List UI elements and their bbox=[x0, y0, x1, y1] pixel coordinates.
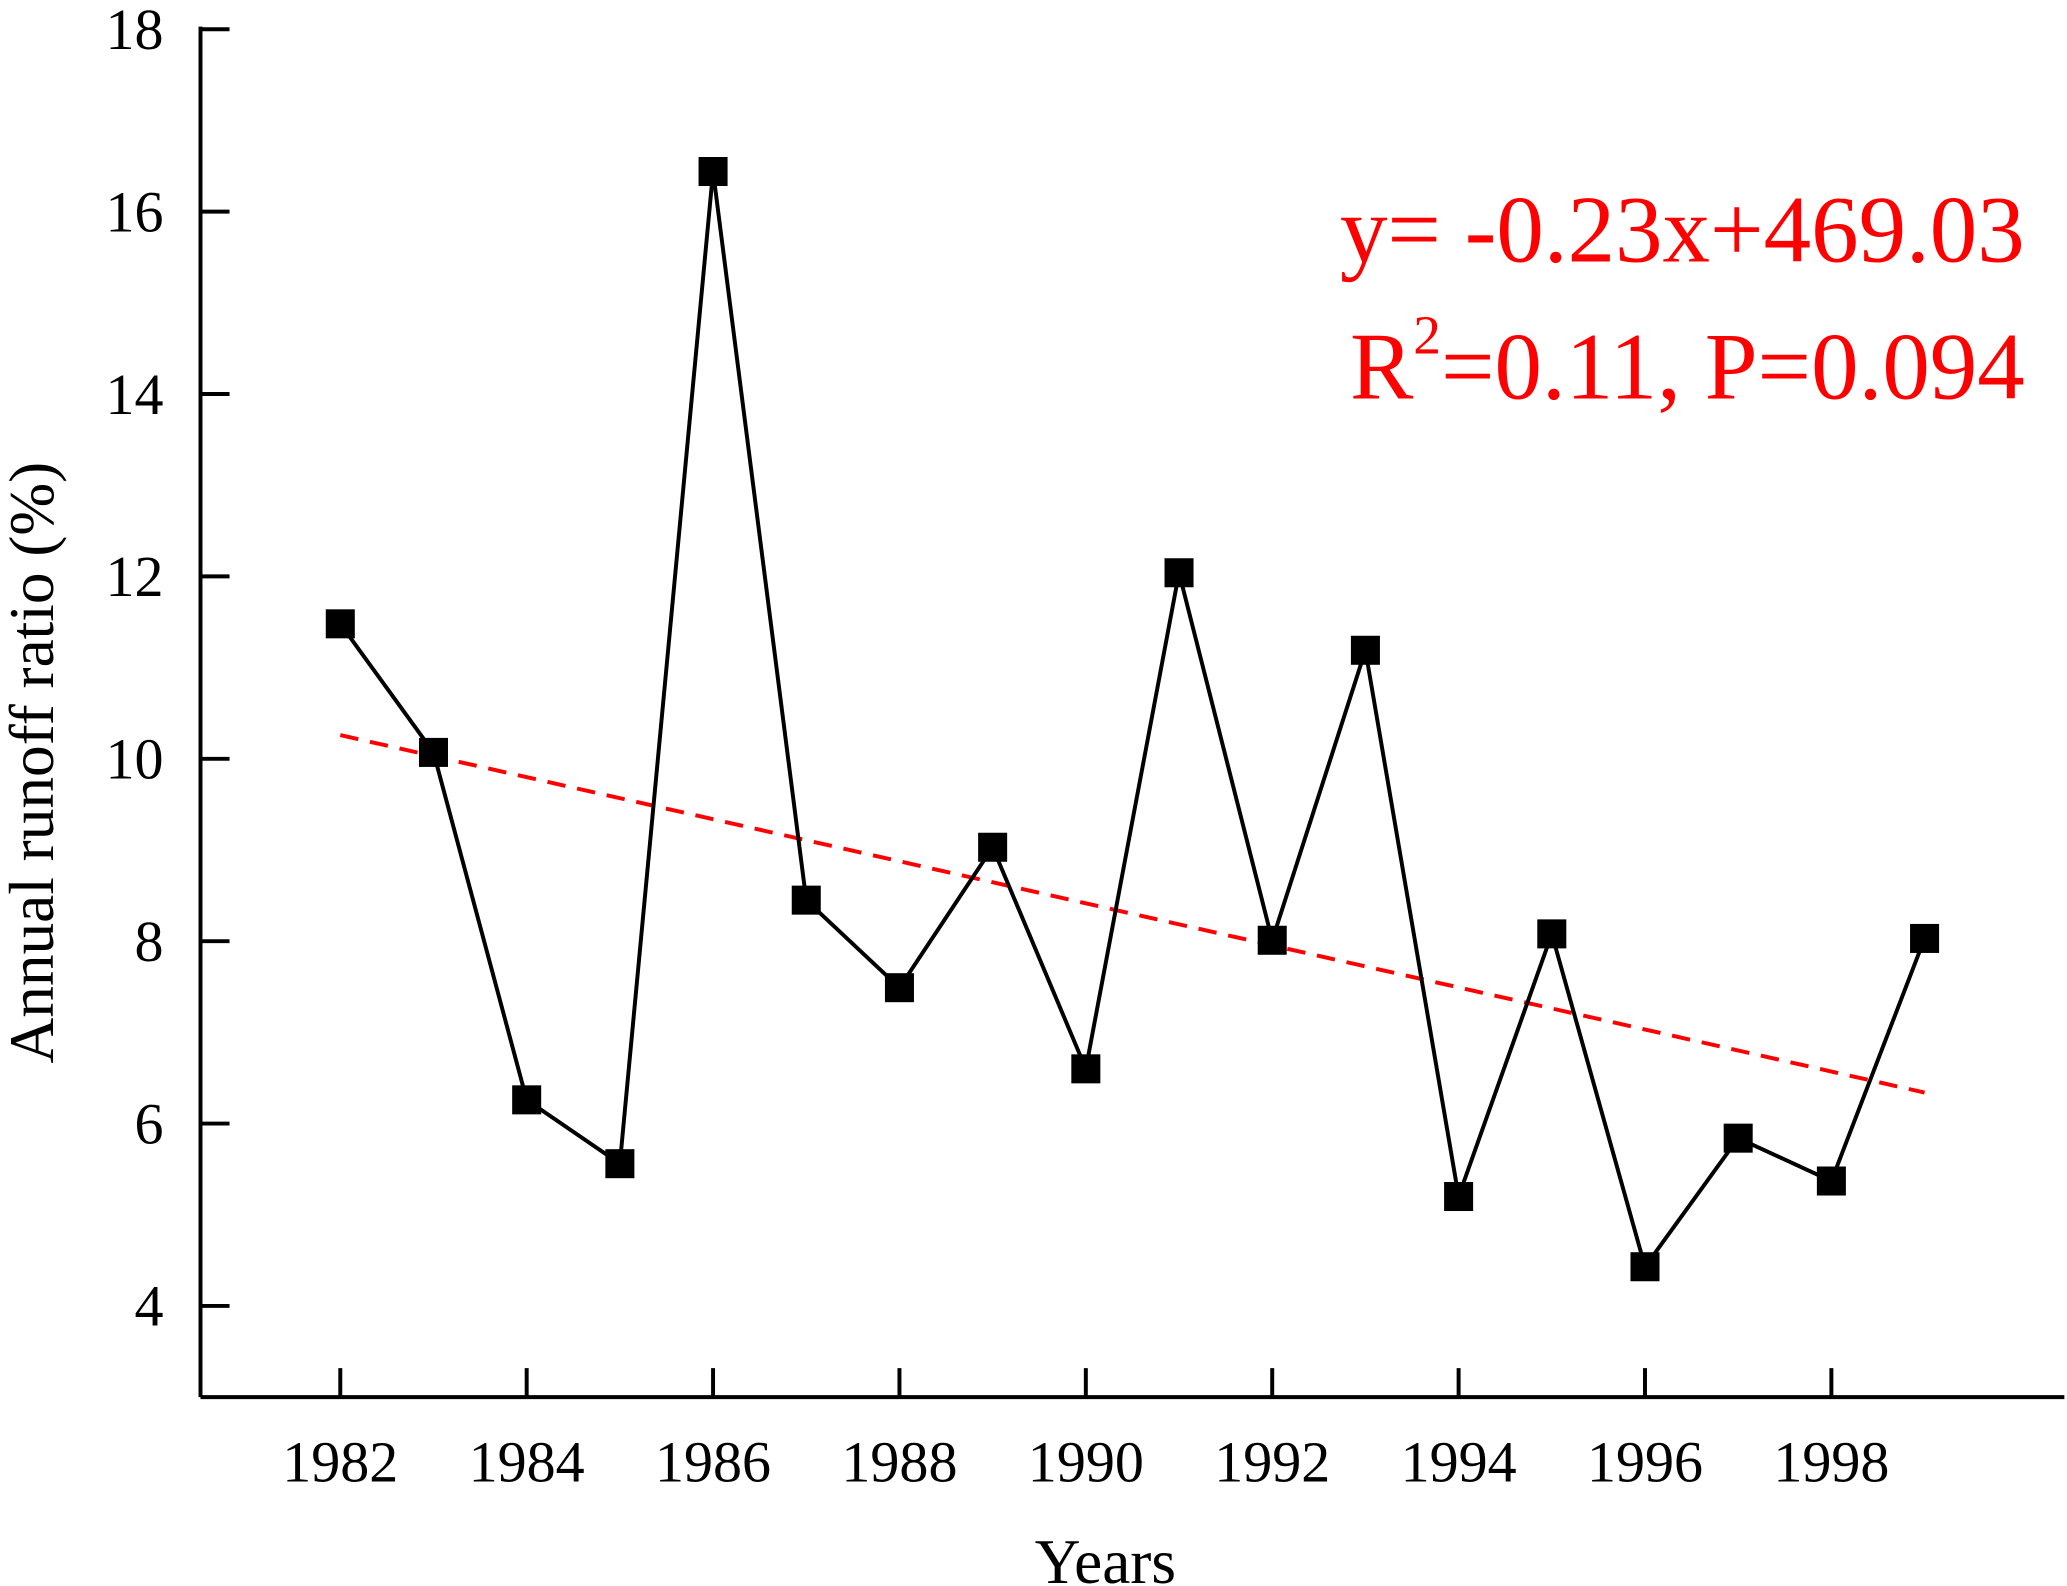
data-point-marker bbox=[884, 973, 914, 1003]
data-point-marker bbox=[325, 609, 355, 639]
y-tick-label: 18 bbox=[106, 0, 164, 62]
axes: 4 6 8 10 12 14 16 18 1982 1984 1986 1988 1990 1992 199… bbox=[106, 0, 2065, 1495]
x-axis-label: Years bbox=[1035, 1527, 1176, 1586]
regression-stats: R2=0.11, P=0.094 bbox=[1350, 305, 2025, 420]
x-tick-label: 1996 bbox=[1587, 1430, 1703, 1495]
x-tick-label: 1986 bbox=[655, 1430, 771, 1495]
r-superscript: 2 bbox=[1413, 305, 1441, 366]
y-tick-label: 10 bbox=[106, 727, 164, 792]
data-point-marker bbox=[698, 157, 728, 187]
data-point-marker bbox=[1816, 1166, 1846, 1196]
r-label: R bbox=[1350, 314, 1414, 420]
series-line bbox=[338, 171, 1927, 1272]
data-point-marker bbox=[1350, 635, 1380, 665]
series-group bbox=[325, 157, 1940, 1282]
y-axis-label: Annual runoff ratio (%) bbox=[0, 462, 67, 1064]
data-point-marker bbox=[512, 1085, 542, 1115]
data-point-marker bbox=[1071, 1054, 1101, 1084]
data-point-marker bbox=[1910, 923, 1940, 953]
x-tick-label: 1994 bbox=[1401, 1430, 1517, 1495]
y-tick-label: 4 bbox=[135, 1274, 164, 1339]
x-tick-label: 1982 bbox=[282, 1430, 398, 1495]
y-tick-label: 6 bbox=[135, 1091, 164, 1156]
x-tick-label: 1992 bbox=[1214, 1430, 1330, 1495]
data-point-marker bbox=[1257, 925, 1287, 955]
x-tick-label: 1998 bbox=[1773, 1430, 1889, 1495]
data-point-marker bbox=[1444, 1182, 1474, 1212]
y-tick-label: 14 bbox=[106, 362, 164, 427]
data-point-marker bbox=[1630, 1252, 1660, 1282]
x-tick-label: 1984 bbox=[469, 1430, 585, 1495]
y-tick-label: 12 bbox=[106, 544, 164, 609]
y-tick-label: 16 bbox=[106, 179, 164, 244]
data-point-marker bbox=[791, 885, 821, 915]
data-point-marker bbox=[978, 832, 1008, 862]
x-tick-label: 1990 bbox=[1028, 1430, 1144, 1495]
trend-line bbox=[339, 733, 1926, 1095]
data-point-marker bbox=[1164, 558, 1194, 588]
data-point-marker bbox=[605, 1149, 635, 1179]
x-tick-label: 1988 bbox=[841, 1430, 957, 1495]
trend-line-group bbox=[339, 733, 1926, 1095]
data-point-marker bbox=[418, 737, 448, 767]
data-point-marker bbox=[1537, 919, 1567, 949]
stats-text: =0.11, P=0.094 bbox=[1441, 314, 2025, 420]
regression-equation: y= -0.23x+469.03 bbox=[1340, 176, 2025, 282]
y-tick-label: 8 bbox=[135, 909, 164, 974]
data-point-marker bbox=[1723, 1123, 1753, 1153]
